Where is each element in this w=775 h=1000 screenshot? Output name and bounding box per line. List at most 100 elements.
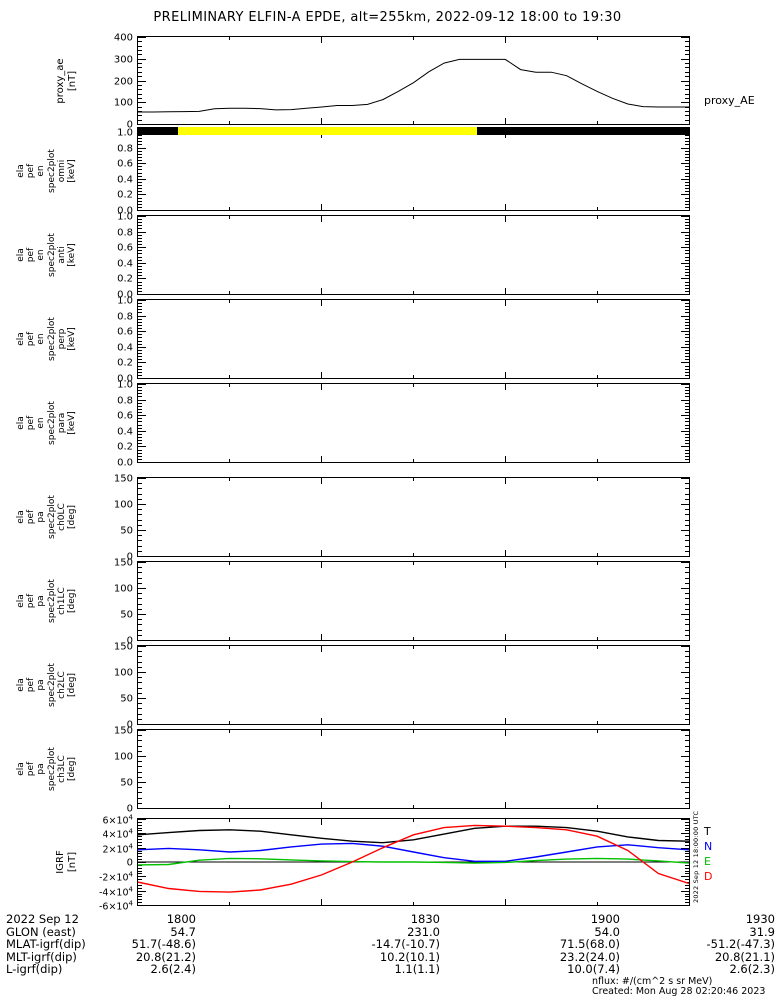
ytick-label: 300 — [113, 54, 133, 65]
proxy-ae-right-label: proxy_AE — [704, 94, 755, 107]
ytick-label: 0.6 — [117, 326, 133, 337]
ytick-label: 0.0 — [117, 205, 133, 216]
ylabel-line: ch3LC — [56, 755, 67, 783]
ylabel-line: pa — [36, 679, 47, 691]
bottom-cell-l: 2.6(2.3) — [729, 962, 775, 977]
ylabel-line: spec2plot — [46, 149, 57, 193]
science-zone-bar-segment — [477, 127, 690, 135]
bottom-row-label: L-igrf(dip) — [6, 962, 63, 977]
igrf-legend-N: N — [704, 840, 713, 853]
science-zone-bar-segment — [178, 127, 478, 135]
ytick-label: 50 — [120, 777, 133, 788]
ylabel-line: spec2plot — [46, 401, 57, 445]
bottom-cell-time: 1830 — [410, 912, 440, 926]
ylabel-line: en — [36, 249, 47, 261]
igrf-legend-E: E — [704, 855, 711, 868]
bottom-cell-glon: 54.0 — [594, 924, 620, 939]
bottom-row-label: MLAT-igrf(dip) — [6, 937, 86, 952]
bottom-cell-mlt: 10.2(10.1) — [379, 949, 440, 964]
ylabel-line: [deg] — [67, 673, 77, 697]
bottom-cell-mlt: 23.2(24.0) — [559, 949, 620, 964]
ytick-label: 6×104 — [102, 812, 133, 827]
ytick-label: 0.8 — [117, 143, 133, 154]
panel-en-anti — [137, 215, 690, 295]
ylabel-line: pef — [26, 677, 37, 693]
igrf-series-N — [138, 842, 689, 862]
ylabel-line: IGRF — [55, 850, 66, 874]
ytick-label: 0 — [126, 551, 133, 562]
ytick-label: 0.2 — [117, 357, 133, 368]
ylabel-line: ela — [16, 332, 26, 346]
ylabel-line: [deg] — [67, 757, 77, 781]
ylabel-line: [keV] — [67, 159, 77, 183]
ytick-label: 100 — [113, 97, 133, 108]
ylabel-line: pef — [26, 593, 37, 609]
ylabel-line: en — [36, 417, 47, 429]
ytick-label: 0.2 — [117, 189, 133, 200]
igrf-series-D — [138, 824, 689, 893]
ylabel-line: en — [36, 165, 47, 177]
ytick-label: 0.8 — [117, 395, 133, 406]
footer-created: Created: Mon Aug 28 02:20:46 2023 — [592, 986, 766, 997]
ytick-label: 50 — [120, 693, 133, 704]
ylabel-line: ch0LC — [56, 503, 67, 531]
ytick-label: -4×104 — [99, 884, 133, 899]
panel-en-para — [137, 383, 690, 463]
panel-pa-ch0lc — [137, 477, 690, 557]
ylabel-line: spec2plot — [46, 317, 57, 361]
ylabel-line: pa — [36, 595, 47, 607]
bottom-cell-l: 1.1(1.1) — [394, 962, 440, 977]
ylabel-line: ela — [16, 164, 26, 178]
panel-en-perp — [137, 299, 690, 379]
ytick-label: 200 — [113, 76, 133, 87]
bottom-row-label: GLON (east) — [6, 924, 76, 939]
ytick-label: 0.8 — [117, 227, 133, 238]
bottom-cell-mlt: 20.8(21.2) — [135, 949, 196, 964]
ylabel-line: [deg] — [67, 589, 77, 613]
bottom-row-label: MLT-igrf(dip) — [6, 949, 77, 964]
ytick-label: 1.0 — [117, 295, 133, 306]
bottom-cell-mlat: 71.5(68.0) — [559, 937, 620, 952]
ylabel-line: pef — [26, 247, 37, 263]
ylabel-line: ch1LC — [56, 587, 67, 615]
ylabel-line: ela — [16, 416, 26, 430]
ytick-label: 1.0 — [117, 127, 133, 138]
ytick-label: 50 — [120, 609, 133, 620]
ylabel-line: pef — [26, 509, 37, 525]
ytick-label: 0.8 — [117, 311, 133, 322]
ytick-label: 0 — [126, 635, 133, 646]
bottom-cell-mlt: 20.8(21.1) — [714, 949, 775, 964]
ytick-label: 0.4 — [117, 426, 133, 437]
ylabel-line: [keV] — [67, 327, 77, 351]
ytick-label: 150 — [113, 641, 133, 652]
igrf-legend-D: D — [704, 870, 713, 883]
ylabel-line: para — [56, 412, 67, 434]
ylabel-line: pef — [26, 163, 37, 179]
ytick-label: -6×104 — [99, 898, 133, 913]
ytick-label: 100 — [113, 499, 133, 510]
ytick-label: 4×104 — [102, 826, 133, 841]
ytick-label: 0 — [126, 119, 133, 130]
ytick-label: 150 — [113, 557, 133, 568]
ylabel-line: spec2plot — [46, 663, 57, 707]
ylabel-line: spec2plot — [46, 495, 57, 539]
ylabel-line: pa — [36, 511, 47, 523]
bottom-cell-time: 1900 — [590, 912, 620, 926]
ylabel-line: spec2plot — [46, 579, 57, 623]
ytick-label: 0.0 — [117, 457, 133, 468]
ytick-label: 0.6 — [117, 158, 133, 169]
ylabel-line: omni — [56, 159, 67, 183]
bottom-cell-mlat: 51.7(-48.6) — [131, 937, 196, 952]
ylabel-line: ela — [16, 510, 26, 524]
ylabel-line: en — [36, 333, 47, 345]
ytick-label: 1.0 — [117, 379, 133, 390]
footer-units: nflux: #/(cm^2 s sr MeV) — [592, 976, 713, 987]
ytick-label: -2×104 — [99, 869, 133, 884]
science-zone-bar-segment — [137, 127, 179, 135]
bottom-cell-glon: 231.0 — [407, 924, 440, 939]
ytick-label: 0.6 — [117, 410, 133, 421]
ylabel-line: [keV] — [67, 243, 77, 267]
igrf-legend-T: T — [704, 825, 711, 838]
ylabel-line: ch2LC — [56, 671, 67, 699]
ylabel-line: [deg] — [67, 505, 77, 529]
